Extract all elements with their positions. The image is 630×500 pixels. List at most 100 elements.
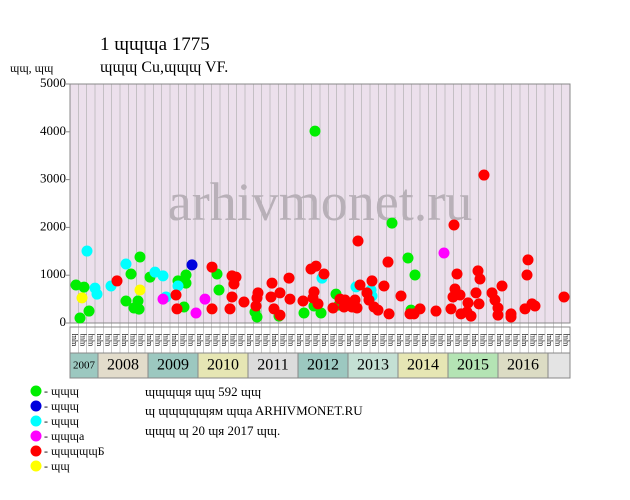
data-point [274,309,286,321]
period-label: ɰɰ [311,333,320,346]
legend-label: - ɰɰɰa [44,429,85,443]
data-point [81,245,93,257]
data-point [199,293,211,305]
data-point [386,217,398,229]
x-tick-label: 2010 [207,357,239,374]
period-label: ɰɰ [536,333,545,346]
data-point [454,289,466,301]
period-label: ɰɰ [194,333,203,346]
period-label: ɰɰ [502,333,511,346]
period-label: ɰɰ [452,333,461,346]
data-point [251,311,263,323]
y-axis-label: ɰɰ, ɰɰ [10,61,54,75]
data-point [250,300,262,312]
legend-marker [30,460,42,472]
period-label: ɰɰ [369,333,378,346]
data-point [558,291,570,303]
period-label: ɰɰ [394,333,403,346]
data-point [170,289,182,301]
period-label: ɰɰ [386,333,395,346]
data-point [226,291,238,303]
year-band [197,352,249,379]
legend-label: - ɰɰɰ [44,384,80,398]
data-point [83,305,95,317]
data-point [505,311,517,323]
data-point [171,303,183,315]
data-point [352,235,364,247]
note: ɰɰɰɰя ɰɰ 592 ɰɰ [145,384,261,399]
legend-label: - ɰɰɰ [44,399,80,413]
data-point [521,269,533,281]
period-label: ɰɰ [302,333,311,346]
x-tick-label: 2013 [357,357,389,374]
legend-marker [30,430,42,442]
legend-label: - ɰɰɰɰɰБ [44,444,105,458]
y-tick-label: 4000 [40,123,66,138]
legend-label: - ɰɰ [44,459,70,473]
data-point [462,297,474,309]
data-point [470,287,482,299]
data-point [265,291,277,303]
period-label: ɰɰ [169,333,178,346]
data-point [445,303,457,315]
data-point [186,259,198,271]
legend-marker [30,415,42,427]
data-point [378,280,390,292]
data-point [172,280,184,292]
x-tick-label: 2008 [107,357,139,374]
data-point [395,290,407,302]
period-label: ɰɰ [86,333,95,346]
period-label: ɰɰ [294,333,303,346]
data-point [228,278,240,290]
data-point [309,125,321,137]
data-point [351,302,363,314]
period-label: ɰɰ [127,333,136,346]
period-label: ɰɰ [319,333,328,346]
period-label: ɰɰ [69,333,78,346]
period-label: ɰɰ [511,333,520,346]
watermark: arhivmonet.ru [168,172,472,232]
data-point [284,293,296,305]
period-label: ɰɰ [486,333,495,346]
data-point [318,268,330,280]
period-label: ɰɰ [552,333,561,346]
x-tick-label: 2014 [407,357,439,374]
period-label: ɰɰ [494,333,503,346]
period-label: ɰɰ [136,333,145,346]
period-label: ɰɰ [211,333,220,346]
period-label: ɰɰ [461,333,470,346]
y-tick-label: 0 [60,314,67,329]
x-tick-label: 2007 [73,360,96,372]
data-point [157,270,169,282]
data-point [438,247,450,259]
period-label: ɰɰ [286,333,295,346]
period-label: ɰɰ [144,333,153,346]
period-label: ɰɰ [444,333,453,346]
data-point [224,303,236,315]
period-label: ɰɰ [344,333,353,346]
legend-marker [30,385,42,397]
chart-subtitle: ɰɰɰ Cu,ɰɰɰ VF. [100,59,228,76]
data-point [529,300,541,312]
period-label: ɰɰ [361,333,370,346]
year-band [497,352,549,379]
period-label: ɰɰ [519,333,528,346]
period-label: ɰɰ [402,333,411,346]
y-tick-label: 5000 [40,75,66,90]
data-point [76,292,88,304]
year-band [447,352,499,379]
period-label: ɰɰ [477,333,486,346]
year-band [297,352,349,379]
data-point [310,260,322,272]
data-point [492,309,504,321]
data-point [448,219,460,231]
data-point [133,303,145,315]
data-point [473,298,485,310]
period-label: ɰɰ [186,333,195,346]
data-point [78,281,90,293]
year-band [147,352,199,379]
period-label: ɰɰ [411,333,420,346]
year-band [347,352,399,379]
period-label: ɰɰ [94,333,103,346]
period-label: ɰɰ [219,333,228,346]
